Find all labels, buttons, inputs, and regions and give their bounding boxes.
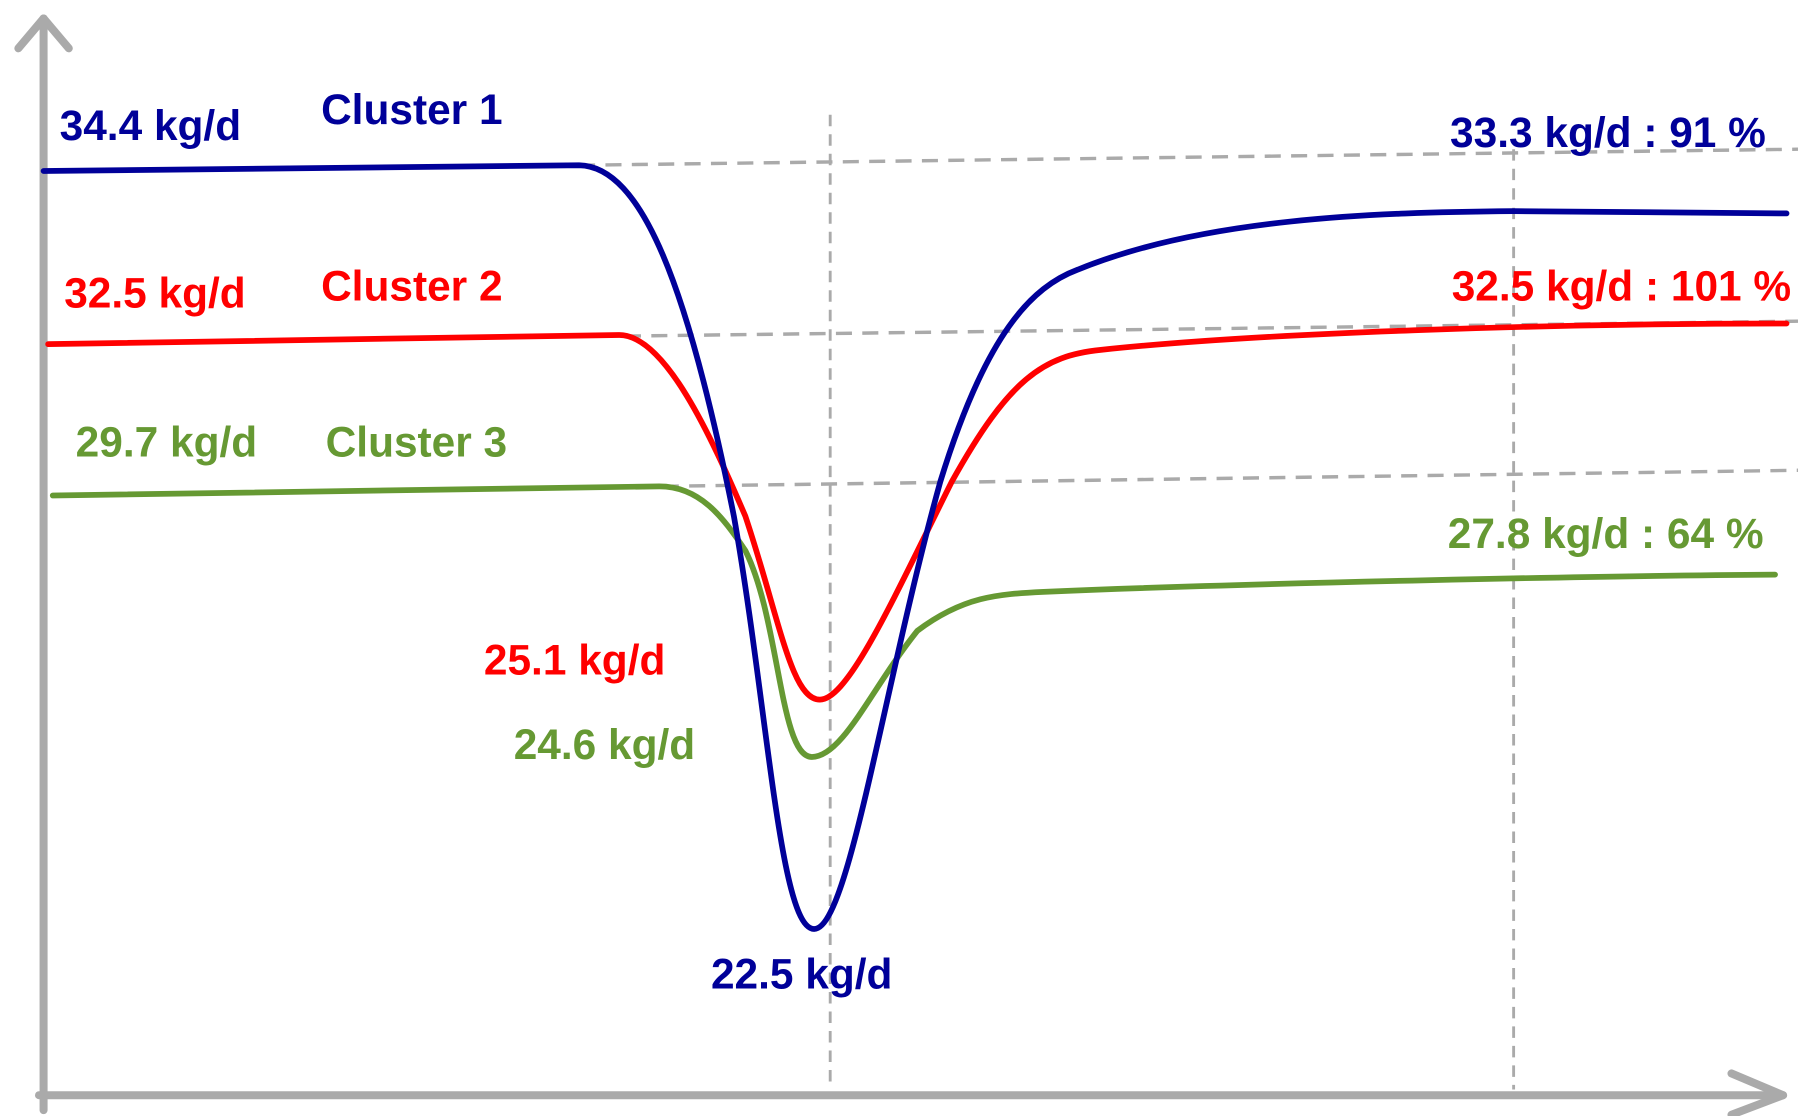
cluster-1-curve: [40, 162, 1790, 932]
cluster-name: Cluster 3: [326, 419, 507, 466]
cluster-3-curve: [49, 483, 1778, 760]
minimum-label: 24.6 kg/d: [514, 721, 696, 768]
cluster-name: Cluster 1: [321, 86, 502, 133]
minimum-label: 22.5 kg/d: [711, 951, 893, 998]
y-axis-arrow: [14, 14, 73, 53]
cluster-name: Cluster 2: [321, 263, 502, 310]
end-label: 33.3 kg/d : 91 %: [1450, 109, 1766, 156]
start-label: 34.4 kg/d: [60, 102, 242, 149]
minimum-label: 25.1 kg/d: [484, 636, 666, 683]
start-label: 29.7 kg/d: [76, 419, 258, 466]
end-label: 27.8 kg/d : 64 %: [1448, 510, 1764, 557]
x-axis-arrow: [1727, 1069, 1788, 1116]
end-label: 32.5 kg/d : 101 %: [1452, 263, 1791, 310]
cluster-2-curve: [45, 320, 1790, 703]
reference-lines: [579, 114, 1798, 1090]
start-label: 32.5 kg/d: [64, 269, 246, 316]
axes: [14, 14, 1788, 1116]
reference-line: [579, 147, 1798, 167]
reference-line: [662, 468, 1798, 489]
